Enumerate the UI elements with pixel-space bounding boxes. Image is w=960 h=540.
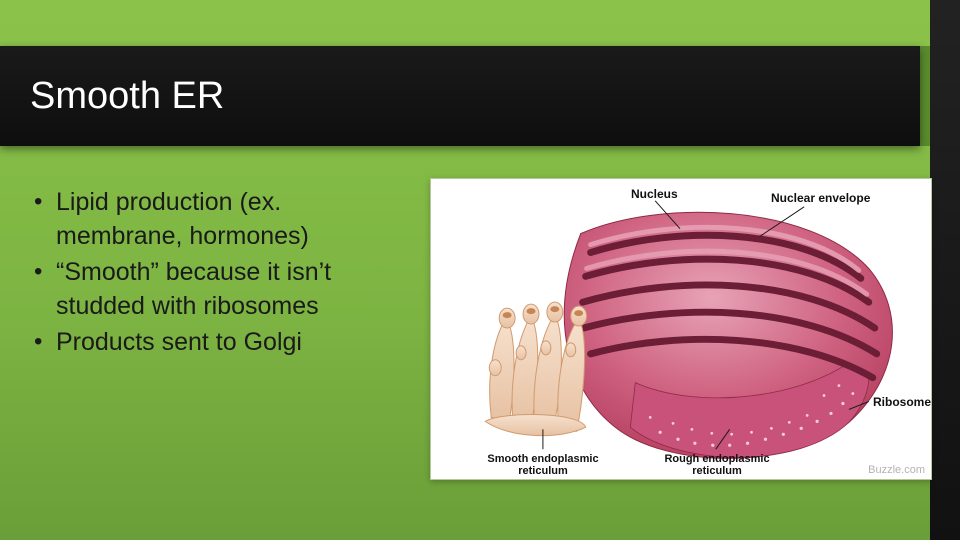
label-nuclear-envelope: Nuclear envelope (771, 191, 870, 205)
bullet-item: • Products sent to Golgi (34, 325, 414, 359)
label-nucleus: Nucleus (631, 187, 678, 201)
bullet-text: Lipid production (ex. membrane, hormones… (56, 185, 414, 253)
slide-title: Smooth ER (30, 75, 224, 118)
diagram-card: Nucleus Nuclear envelope Ribosomes Smoot… (430, 178, 932, 480)
label-ribosomes: Ribosomes (873, 395, 932, 409)
diagram-attribution: Buzzle.com (868, 464, 925, 476)
bullet-text: Products sent to Golgi (56, 325, 302, 359)
bullet-item: • “Smooth” because it isn’t studded with… (34, 255, 414, 323)
er-diagram-svg (431, 179, 931, 479)
accent-right-bar (930, 0, 960, 540)
rough-er-body (564, 212, 892, 458)
accent-inner-strip (920, 46, 930, 146)
title-bar: Smooth ER (0, 46, 920, 146)
bullet-marker-icon: • (34, 185, 56, 219)
bullet-marker-icon: • (34, 325, 56, 359)
bullet-item: • Lipid production (ex. membrane, hormon… (34, 185, 414, 253)
bullet-text: “Smooth” because it isn’t studded with r… (56, 255, 414, 323)
label-rough-er: Rough endoplasmic reticulum (657, 453, 777, 477)
bullets-container: • Lipid production (ex. membrane, hormon… (34, 185, 414, 361)
label-smooth-er: Smooth endoplasmic reticulum (483, 453, 603, 477)
bullet-marker-icon: • (34, 255, 56, 289)
